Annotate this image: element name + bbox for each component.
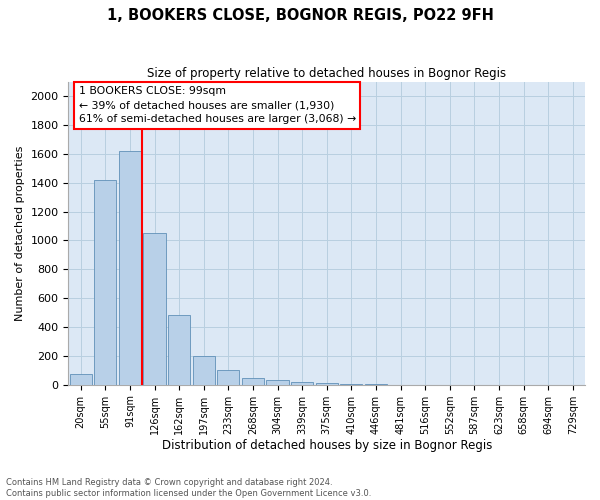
- Bar: [119, 151, 141, 384]
- Bar: [94, 180, 116, 384]
- Bar: [217, 370, 239, 384]
- X-axis label: Distribution of detached houses by size in Bognor Regis: Distribution of detached houses by size …: [161, 440, 492, 452]
- Bar: [242, 378, 264, 384]
- Text: Contains HM Land Registry data © Crown copyright and database right 2024.
Contai: Contains HM Land Registry data © Crown c…: [6, 478, 371, 498]
- Bar: [168, 316, 190, 384]
- Bar: [143, 233, 166, 384]
- Bar: [70, 374, 92, 384]
- Bar: [266, 380, 289, 384]
- Title: Size of property relative to detached houses in Bognor Regis: Size of property relative to detached ho…: [147, 68, 506, 80]
- Bar: [316, 382, 338, 384]
- Text: 1, BOOKERS CLOSE, BOGNOR REGIS, PO22 9FH: 1, BOOKERS CLOSE, BOGNOR REGIS, PO22 9FH: [107, 8, 493, 22]
- Text: 1 BOOKERS CLOSE: 99sqm
← 39% of detached houses are smaller (1,930)
61% of semi-: 1 BOOKERS CLOSE: 99sqm ← 39% of detached…: [79, 86, 356, 124]
- Y-axis label: Number of detached properties: Number of detached properties: [15, 146, 25, 321]
- Bar: [291, 382, 313, 384]
- Bar: [193, 356, 215, 384]
